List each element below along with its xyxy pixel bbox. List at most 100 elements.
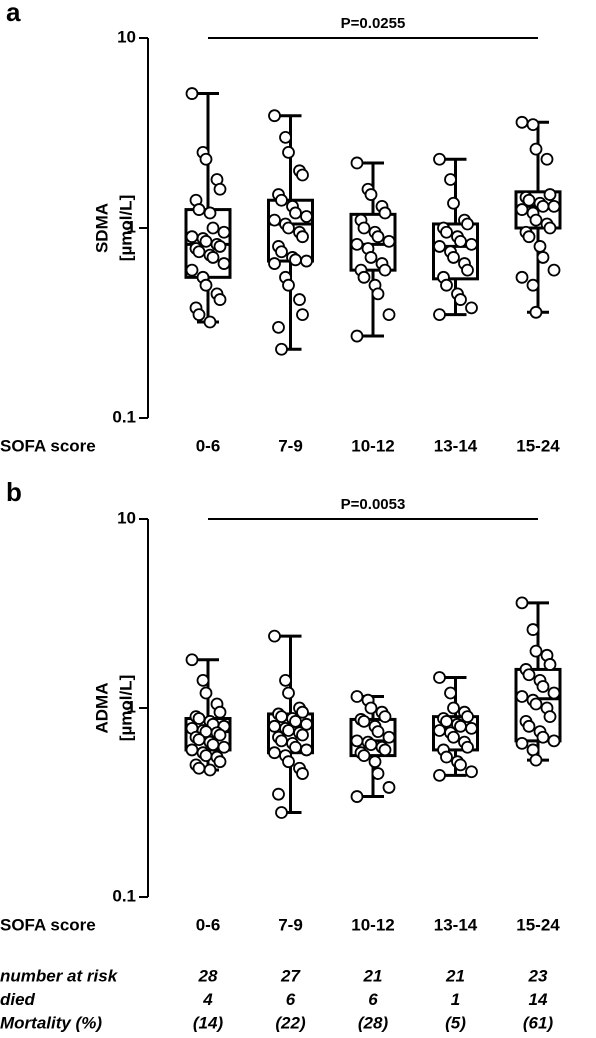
data-point [447, 196, 460, 210]
data-point [185, 743, 199, 757]
data-point [536, 199, 550, 213]
data-point [206, 221, 220, 235]
data-point [536, 730, 550, 744]
data-point [268, 629, 281, 643]
data-point [282, 686, 295, 700]
data-point [522, 668, 536, 682]
y-axis-label: SDMA [92, 203, 111, 253]
data-point [529, 305, 543, 319]
data-point [357, 714, 371, 728]
data-point [217, 740, 231, 754]
table-row-label: died [0, 990, 36, 1009]
data-point [300, 743, 313, 757]
data-point [547, 263, 561, 277]
data-point [543, 710, 557, 724]
data-point [461, 263, 474, 277]
data-point [268, 257, 281, 270]
data-point [300, 717, 313, 731]
box [432, 715, 479, 752]
data-point [289, 253, 302, 267]
data-point [350, 734, 364, 748]
data-point [465, 765, 478, 779]
table-cell: (28) [358, 1013, 389, 1032]
data-point [543, 658, 557, 671]
data-point [533, 240, 547, 253]
data-point [296, 230, 309, 244]
data-point [275, 342, 288, 356]
data-point [213, 705, 227, 719]
data-point [440, 225, 453, 239]
y-tick-label: 10 [117, 27, 136, 46]
data-point [543, 221, 557, 235]
table-cell: (5) [445, 1013, 466, 1032]
data-point [203, 206, 217, 220]
x-tick-label: 10-12 [351, 915, 394, 934]
data-point [529, 753, 543, 767]
data-point [275, 193, 288, 207]
data-point [368, 755, 382, 769]
data-point [300, 254, 313, 268]
data-point [293, 293, 306, 306]
data-point [515, 203, 529, 216]
data-point [547, 734, 561, 748]
data-point [515, 690, 529, 703]
data-point [296, 308, 309, 322]
data-point [357, 270, 371, 284]
data-point [282, 278, 295, 292]
data-point [192, 712, 206, 725]
data-point [444, 173, 457, 186]
data-point [447, 730, 460, 744]
data-point [461, 740, 474, 754]
table-cell: 1 [451, 990, 460, 1009]
data-point [371, 230, 385, 244]
data-point [529, 142, 543, 156]
data-point [213, 728, 227, 742]
data-point [196, 673, 210, 687]
data-point [296, 168, 309, 182]
data-point [282, 145, 295, 159]
data-point [454, 235, 467, 248]
data-point [465, 237, 478, 251]
data-point [206, 738, 220, 752]
data-point [192, 733, 206, 747]
data-point [529, 213, 543, 227]
data-point [440, 750, 453, 764]
x-tick-label: 7-9 [278, 436, 303, 455]
data-point [199, 749, 213, 762]
data-point [199, 152, 213, 166]
data-point [199, 686, 213, 700]
data-point [213, 755, 227, 769]
data-point [454, 758, 467, 772]
data-point [433, 768, 446, 782]
data-point [272, 787, 285, 801]
data-point [185, 87, 199, 100]
data-point [275, 806, 288, 819]
data-point [268, 213, 281, 227]
table-row-label: number at risk [0, 966, 119, 985]
panel-label: b [6, 477, 22, 507]
data-point [515, 115, 529, 129]
data-point [350, 156, 364, 170]
data-point [378, 206, 392, 220]
data-point [192, 308, 206, 322]
table-cell: 27 [280, 966, 301, 985]
data-point [279, 673, 292, 687]
data-point [371, 767, 385, 780]
data-point [515, 596, 529, 610]
y-tick-label: 10 [117, 508, 136, 527]
data-point [192, 203, 206, 216]
data-point [357, 221, 371, 235]
data-point [547, 686, 561, 700]
data-point [192, 245, 206, 259]
table-cell: 21 [363, 966, 383, 985]
table-cell: 6 [286, 990, 296, 1009]
data-point [536, 251, 550, 264]
data-point [364, 738, 378, 752]
data-point [465, 301, 478, 315]
data-point [364, 701, 378, 715]
data-point [529, 697, 543, 711]
y-tick-label: 1 [127, 217, 136, 236]
data-point [447, 251, 460, 264]
data-point [350, 690, 364, 703]
